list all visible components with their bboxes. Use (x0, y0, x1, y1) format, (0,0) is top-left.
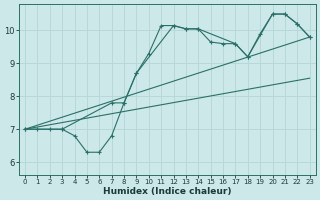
X-axis label: Humidex (Indice chaleur): Humidex (Indice chaleur) (103, 187, 232, 196)
